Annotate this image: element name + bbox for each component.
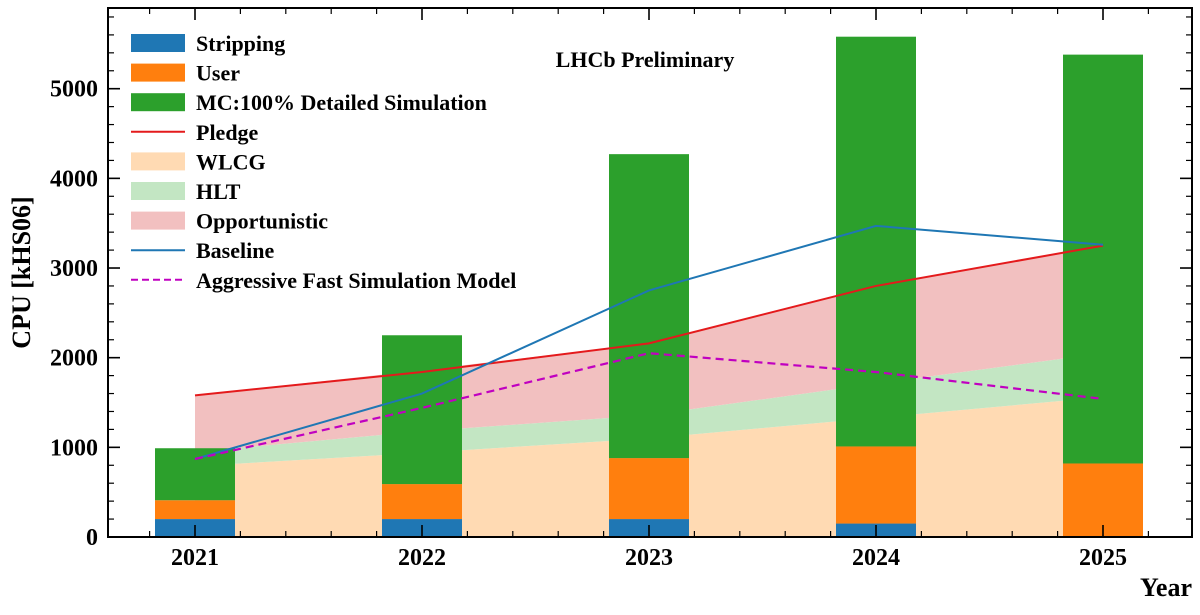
bar-user-2022 <box>382 484 462 520</box>
x-tick-label: 2021 <box>171 545 219 571</box>
y-tick-label: 3000 <box>50 256 98 282</box>
legend-label-mc-100-detailed-simulation: MC:100% Detailed Simulation <box>196 90 487 115</box>
x-axis-label: Year <box>1140 573 1192 602</box>
x-tick-label: 2025 <box>1079 545 1127 571</box>
legend-swatch-user <box>131 63 185 82</box>
legend-swatch-hlt <box>131 182 185 200</box>
bar-user-2024 <box>836 446 916 524</box>
legend-label-baseline: Baseline <box>196 238 274 263</box>
bar-mc-100-detailed-simulation-2022 <box>382 335 462 485</box>
bar-user-2025 <box>1063 463 1143 537</box>
y-tick-label: 2000 <box>50 346 98 372</box>
legend-swatch-opportunistic <box>131 211 185 230</box>
y-tick-label: 4000 <box>50 166 98 192</box>
line-baseline <box>194 224 1104 460</box>
bar-mc-100-detailed-simulation-2023 <box>609 154 689 459</box>
bar-user-2021 <box>155 500 235 520</box>
legend: Stripping User MC:100% Detailed Simulation… <box>131 31 516 293</box>
y-axis-label: CPU [kHS06] <box>7 196 36 348</box>
line-aggressive-fast-simulation-model <box>194 352 1104 461</box>
lhcb-preliminary-annotation: LHCb Preliminary <box>556 47 735 72</box>
legend-label-hlt: HLT <box>196 179 241 204</box>
legend-label-aggressive-fast-simulation-model: Aggressive Fast Simulation Model <box>196 268 516 293</box>
legend-label-wlcg: WLCG <box>196 149 266 174</box>
x-tick-label: 2022 <box>398 545 446 571</box>
bar-mc-100-detailed-simulation-2025 <box>1063 54 1143 464</box>
bar-mc-100-detailed-simulation-2024 <box>836 36 916 447</box>
legend-label-user: User <box>196 61 240 86</box>
legend-label-pledge: Pledge <box>196 120 259 145</box>
bar-mc-100-detailed-simulation-2021 <box>155 448 235 501</box>
legend-label-stripping: Stripping <box>196 31 285 56</box>
y-tick-label: 5000 <box>50 77 98 103</box>
x-tick-label: 2023 <box>625 545 673 571</box>
y-tick-label: 1000 <box>50 435 98 461</box>
legend-swatch-stripping <box>131 34 185 52</box>
legend-label-opportunistic: Opportunistic <box>196 209 328 234</box>
legend-swatch-mc-100-detailed-simulation <box>131 93 185 112</box>
legend-swatch-wlcg <box>131 152 185 171</box>
x-tick-label: 2024 <box>852 545 900 571</box>
y-tick-label: 0 <box>86 525 98 551</box>
plot-frame <box>107 7 1193 538</box>
bar-user-2023 <box>609 458 689 520</box>
line-pledge <box>194 244 1104 397</box>
